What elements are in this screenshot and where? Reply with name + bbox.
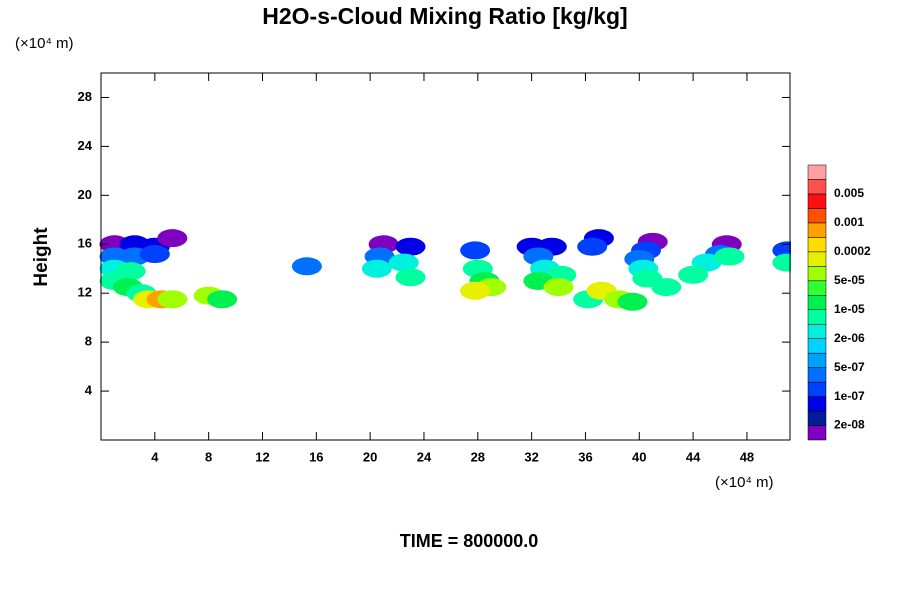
x-tick-label: 12 — [255, 449, 269, 464]
colorbar-box — [807, 164, 827, 180]
colorbar-box — [807, 425, 827, 441]
x-tick-label: 32 — [524, 449, 538, 464]
y-tick-label: 4 — [85, 383, 93, 398]
x-tick-label: 24 — [417, 449, 432, 464]
colorbar-box — [807, 410, 827, 426]
colorbar-box — [807, 367, 827, 383]
colorbar-box — [807, 208, 827, 224]
cloud-cell — [617, 292, 648, 311]
colorbar-box — [807, 251, 827, 267]
chart-title: H2O-s-Cloud Mixing Ratio [kg/kg] — [262, 3, 627, 29]
colorbar-label: 0.005 — [834, 186, 864, 200]
colorbar-box — [807, 338, 827, 354]
x-tick-label: 28 — [471, 449, 485, 464]
y-tick-label: 28 — [78, 89, 92, 104]
x-unit: (×10⁴ m) — [715, 474, 774, 491]
colorbar-box — [807, 179, 827, 195]
colorbar-box — [807, 309, 827, 325]
cloud-cell — [395, 268, 426, 287]
y-tick-label: 24 — [78, 138, 93, 153]
x-tick-label: 44 — [686, 449, 701, 464]
cloud-cell — [543, 278, 574, 297]
colorbar-label: 1e-07 — [834, 389, 865, 403]
colorbar-box — [807, 193, 827, 209]
cloud-cell — [207, 290, 238, 309]
colorbar-label: 1e-05 — [834, 302, 865, 316]
x-tick-label: 40 — [632, 449, 646, 464]
x-tick-label: 36 — [578, 449, 592, 464]
cloud-cell — [139, 245, 170, 264]
colorbar-box — [807, 396, 827, 412]
colorbar-box — [807, 222, 827, 238]
x-tick-label: 8 — [205, 449, 212, 464]
y-tick-label: 12 — [78, 285, 92, 300]
cloud-cell — [678, 265, 709, 284]
colorbar-box — [807, 323, 827, 339]
cloud-cell — [460, 281, 491, 300]
x-tick-label: 20 — [363, 449, 377, 464]
colorbar-box — [807, 352, 827, 368]
cloud-cell — [460, 241, 491, 260]
time-label: TIME = 800000.0 — [400, 531, 539, 551]
colorbar-label: 2e-06 — [834, 331, 865, 345]
colorbar-label: 0.001 — [834, 215, 864, 229]
cloud-cell — [651, 278, 682, 297]
colorbar-box — [807, 280, 827, 296]
cloud-cell — [291, 257, 322, 276]
cloud-cell — [157, 290, 188, 309]
x-tick-label: 16 — [309, 449, 323, 464]
y-tick-label: 16 — [78, 236, 92, 251]
cloud-cell — [714, 247, 745, 266]
y-tick-label: 8 — [85, 334, 92, 349]
plot-frame — [100, 72, 791, 441]
mask-right — [791, 73, 805, 440]
y-tick-label: 20 — [78, 187, 92, 202]
colorbar-label: 5e-07 — [834, 360, 865, 374]
colorbar-label: 0.0002 — [834, 244, 871, 258]
colorbar-box — [807, 295, 827, 310]
cloud-cell — [395, 237, 426, 256]
cloud-cell — [577, 237, 608, 256]
colorbar-label: 2e-08 — [834, 418, 865, 432]
colorbar-box — [807, 266, 827, 282]
y-unit: (×10⁴ m) — [15, 35, 74, 52]
cloud-cell — [361, 259, 392, 278]
cloud-cell — [388, 253, 419, 272]
x-tick-label: 4 — [151, 449, 159, 464]
y-axis-label: Height — [31, 227, 52, 287]
colorbar-box — [807, 381, 827, 397]
x-tick-label: 48 — [740, 449, 754, 464]
colorbar-label: 5e-05 — [834, 273, 865, 287]
cloud-cell — [157, 229, 188, 248]
colorbar-box — [807, 237, 827, 253]
